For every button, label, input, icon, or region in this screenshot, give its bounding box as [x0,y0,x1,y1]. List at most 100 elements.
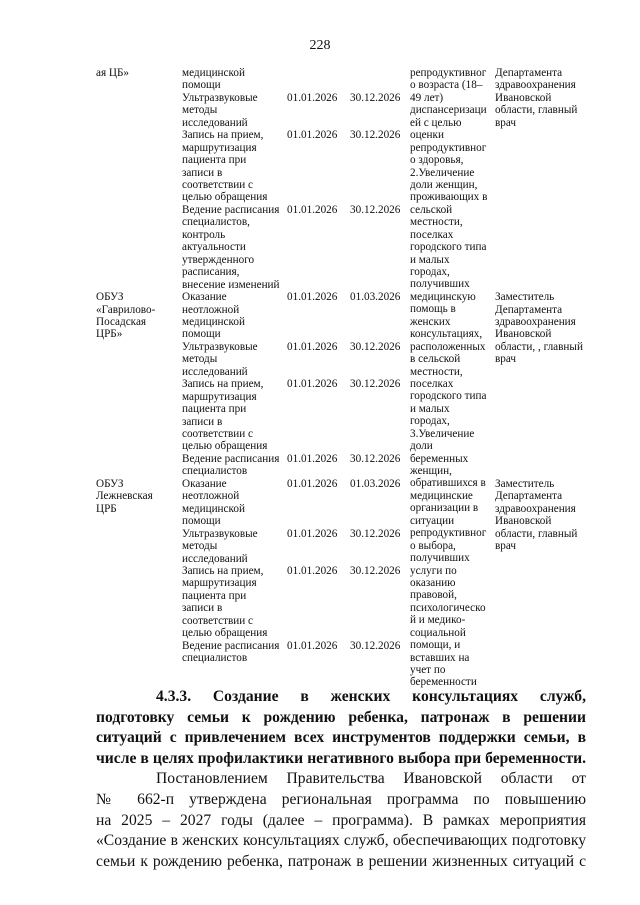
activity-cell-line: исследований [182,365,248,378]
activity-cell-line: методы [182,353,218,366]
responsible-cell-line: области, главный [495,104,578,117]
heading-line: подготовку семьи к рождению ребенка, пат… [96,708,586,726]
activity-cell-line: пациента при [182,403,247,416]
end-date-cell: 01.03.2026 [350,291,401,304]
organization-cell: ОБУЗ «Гаврилово- Посадская ЦРБ» [96,291,155,341]
responsible-cell-line: области, главный [495,527,578,540]
activity-cell-line: специалистов, [182,216,250,229]
indicator-cell-line: получивших [410,278,470,291]
responsible-cell-line: области, , главный [495,340,583,353]
activity-cell-line: соответствии с [182,428,253,440]
activity-cell-line: Оказание [182,291,227,304]
responsible-cell: Заместитель Департамента здравоохранения Ив… [495,478,577,553]
responsible-cell-line: Заместитель [495,291,555,304]
indicator-cell-line: оценки [410,129,444,142]
indicator-cell-line: беременных [410,452,469,465]
indicator-cell-line: медицинскую [410,290,476,303]
end-date-cell: 30.12.2026 [350,203,401,216]
start-date-cell: 01.01.2026 [287,639,338,652]
indicator-cell-line: ситуации [410,514,455,527]
indicator-cell-line: в сельской [410,353,461,366]
organization-cell-line: ЦРБ [96,502,117,515]
indicator-cell-line: психологическо [410,601,486,614]
start-date-cell: 01.01.2026 [287,291,338,304]
activity-cell: Оказание неотложной медицинской помощи [182,478,245,528]
responsible-cell-line: врач [495,353,517,366]
activity-cell-line: методы [182,540,218,553]
activity-cell-line: записи в [182,166,223,179]
end-date-cell: 30.12.2026 [350,452,401,465]
organization-cell-line: Лежневская [96,490,153,503]
indicator-cell-line: городах, [410,266,450,278]
activity-cell-line: целью обращения [182,191,268,204]
activity-cell-line: записи в [182,415,223,428]
activity-cell-line: помощи [182,328,221,341]
responsible-cell-line: Ивановской [495,328,552,341]
organization-cell-line: Посадская [96,315,147,328]
start-date-cell: 01.01.2026 [287,452,338,465]
indicator-cell-line: местности, [410,216,463,229]
indicator-cell-line: репродуктивног [410,527,487,540]
indicator-cell-line: женских [410,315,451,328]
indicator-cell-line: получивших [410,552,470,565]
activity-cell-line: неотложной [182,303,240,316]
responsible-cell-line: врач [495,540,517,553]
activity-cell-line: маршрутизация [182,577,257,590]
indicator-cell-line: вставших на [410,651,470,664]
section-paragraph: Постановлением Правительства Ивановской … [96,769,586,872]
activity-cell-line: актуальности [182,241,246,254]
activity-cell-line: медицинской [182,315,245,328]
end-date-cell: 30.12.2026 [350,340,401,353]
responsible-cell-line: Департамента [495,303,563,316]
section-text: 4.3.3. Создание в женских консультациях … [96,687,586,872]
start-date-cell: 01.01.2026 [287,378,338,391]
activity-cell-line: Ведение расписания [182,639,280,652]
activity-cell: Ведение расписания специалистов [182,453,279,478]
activity-cell-line: Запись на прием, [182,378,264,391]
indicator-cell-line: беременности [410,676,477,689]
indicator-cell-line: 3.Увеличение [410,427,475,440]
activity-cell: Запись на прием, маршрутизация пациента пр… [182,129,267,204]
organization-cell-line: «Гаврилово- [96,303,156,316]
activity-cell-line: соответствии с [182,179,253,191]
indicator-cell-line: оказанию [410,576,456,589]
heading-line: 4.3.3. Создание в женских консультациях … [156,688,586,705]
responsible-cell-line: здравоохранения [495,79,576,92]
activity-cell: Ведение расписания специалистов, контроль а… [182,204,280,291]
start-date-cell: 01.01.2026 [287,91,338,104]
end-date-cell: 30.12.2026 [350,129,401,142]
organization-cell-line: ОБУЗ [96,291,124,304]
indicator-cell-line: помощь в [410,303,456,316]
activity-cell-line: соответствии с [182,614,253,627]
responsible-cell-line: Департамента [495,67,563,79]
activity-cell-line: утвержденного [182,253,255,266]
activity-cell: медицинской помощи [182,67,245,92]
activity-cell-line: Запись на прием, [182,129,264,142]
activity-cell-line: Ультразвуковые [182,91,258,104]
responsible-cell-line: Заместитель [495,477,555,490]
responsible-cell-line: Ивановской [495,515,552,528]
indicator-cell-line: поселках [410,228,454,241]
indicator-cell-line: услуги по [410,564,457,577]
activity-cell-line: контроль [182,228,226,241]
responsible-cell-line: врач [495,116,517,129]
activity-cell: Ультразвуковые методы исследований [182,92,258,129]
page-number: 228 [309,38,331,53]
activity-cell-line: целью обращения [182,627,268,640]
start-date-cell: 01.01.2026 [287,527,338,540]
activity-cell-line: маршрутизация [182,390,257,403]
activity-cell-line: помощи [182,79,221,92]
indicator-cell-line: и малых [410,402,450,415]
activity-cell-line: Ультразвуковые [182,527,258,540]
indicator-cell-line: сельской [410,203,453,216]
start-date-cell: 01.01.2026 [287,565,338,577]
paragraph-line: «Создание в женских консультациях служб,… [96,832,586,850]
indicator-cell-line: правовой, [410,589,457,602]
activity-cell: Ультразвуковые методы исследований [182,341,258,378]
end-date-cell: 30.12.2026 [350,527,401,540]
activity-cell-line: записи в [182,602,223,615]
activity-cell-line: исследований [182,116,248,129]
organization-cell: ая ЦБ» [96,67,129,79]
indicator-cell-line: репродуктивног [410,141,487,154]
activity-cell: Оказание неотложной медицинской помощи [182,291,245,341]
